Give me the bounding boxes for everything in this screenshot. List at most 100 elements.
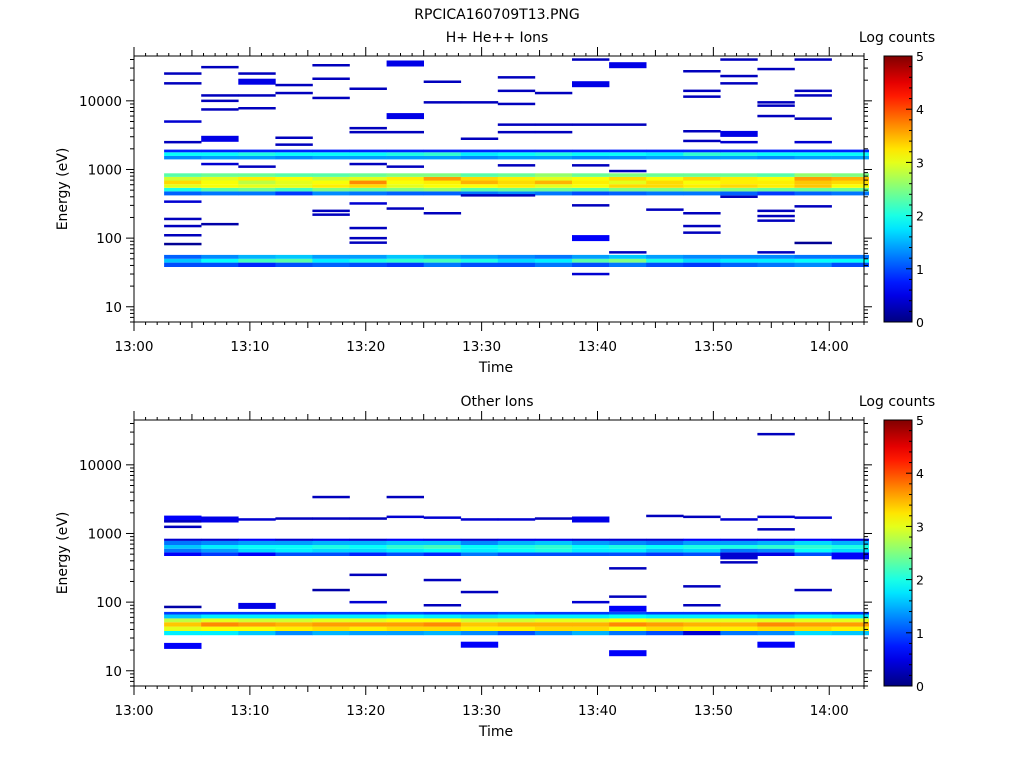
- heatmap-cell: [831, 176, 869, 181]
- heatmap-cell: [534, 152, 573, 156]
- heatmap-cell: [534, 552, 573, 556]
- heatmap-cell: [238, 631, 276, 636]
- sparse-cell: [683, 515, 721, 519]
- sparse-cell: [757, 641, 795, 648]
- heatmap-cell: [460, 254, 499, 259]
- colorbar-tick-label: 4: [916, 102, 924, 117]
- heatmap-cell: [831, 622, 869, 627]
- colorbar-tick-label: 3: [916, 519, 924, 534]
- heatmap-cell: [757, 173, 795, 177]
- heatmap-cell: [423, 187, 462, 192]
- sparse-cell: [720, 74, 758, 78]
- heatmap-cell: [238, 258, 276, 263]
- y-axis-label: Energy (eV): [55, 512, 71, 595]
- heatmap-cell: [831, 173, 869, 177]
- heatmap-cell: [164, 184, 202, 188]
- heatmap-cell: [312, 155, 350, 160]
- heatmap-cell: [164, 540, 202, 545]
- heatmap-cell: [201, 254, 239, 259]
- sparse-cell: [386, 130, 424, 134]
- heatmap-cell: [386, 622, 424, 627]
- heatmap-cell: [757, 540, 795, 545]
- heatmap-cell: [238, 262, 276, 267]
- heatmap-cell: [349, 631, 387, 636]
- heatmap-cell: [460, 262, 499, 267]
- heatmap-cell: [831, 556, 869, 560]
- sparse-cell: [460, 137, 499, 140]
- heatmap-cell: [609, 191, 647, 196]
- sparse-cell: [349, 126, 387, 130]
- heatmap-cell: [794, 622, 832, 627]
- heatmap-cell: [757, 184, 795, 188]
- heatmap-cell: [534, 176, 573, 181]
- heatmap-cell: [238, 622, 276, 627]
- sparse-cell: [757, 104, 795, 107]
- sparse-cell: [757, 101, 795, 104]
- sparse-cell: [609, 567, 647, 570]
- heatmap-cell: [646, 155, 684, 160]
- heatmap-cell: [831, 611, 869, 615]
- x-tick-label: 13:20: [346, 339, 385, 355]
- heatmap-cell: [720, 538, 758, 541]
- heatmap-cell: [497, 631, 536, 636]
- heatmap-cell: [164, 155, 202, 160]
- heatmap-cell: [312, 545, 350, 549]
- heatmap-cell: [238, 180, 276, 185]
- sparse-cell: [794, 117, 832, 120]
- sparse-cell: [201, 516, 239, 523]
- sparse-cell: [720, 130, 758, 137]
- heatmap-cell: [386, 187, 424, 192]
- sparse-cell: [497, 130, 536, 134]
- heatmap-cell: [683, 187, 721, 192]
- sparse-cell: [164, 82, 202, 85]
- heatmap-cell: [201, 258, 239, 263]
- heatmap-cell: [238, 545, 276, 549]
- x-tick-label: 13:50: [694, 703, 733, 719]
- heatmap-cells: [164, 432, 869, 657]
- heatmap-cell: [460, 191, 499, 196]
- x-tick-label: 14:00: [810, 703, 849, 719]
- sparse-cell: [423, 604, 462, 607]
- heatmap-cell: [534, 545, 573, 549]
- heatmap-cell: [794, 149, 832, 153]
- heatmap-cell: [349, 258, 387, 263]
- sparse-cell: [275, 83, 313, 87]
- sparse-cell: [386, 207, 424, 210]
- heatmap-cell: [720, 556, 758, 560]
- sparse-cell: [312, 96, 350, 100]
- heatmap-cell: [497, 180, 536, 185]
- x-axis: 13:00 13:10 13:20 13:30 13:40 13:50 14:00: [115, 47, 865, 355]
- heatmap-cell: [275, 611, 313, 615]
- heatmap-cell: [720, 254, 758, 259]
- sparse-cell: [164, 642, 202, 649]
- heatmap-cell: [646, 184, 684, 188]
- heatmap-cell: [497, 611, 536, 615]
- heatmap-cell: [794, 538, 832, 541]
- sparse-cell: [460, 101, 499, 104]
- heatmap-cell: [683, 552, 721, 556]
- sparse-cell: [794, 89, 832, 93]
- colorbar-tick-label: 2: [916, 209, 924, 224]
- heatmap-cell: [534, 618, 573, 623]
- heatmap-cell: [386, 180, 424, 185]
- heatmap-cell: [238, 173, 276, 177]
- x-axis-label: Time: [478, 724, 513, 740]
- heatmap-cell: [460, 538, 499, 541]
- heatmap-cell: [238, 540, 276, 545]
- heatmap-cell: [646, 176, 684, 181]
- heatmap-cell: [831, 180, 869, 185]
- sparse-cell: [497, 123, 536, 126]
- y-tick-label: 10000: [79, 458, 122, 474]
- heatmap-cell: [460, 545, 499, 549]
- sparse-cell: [423, 578, 462, 582]
- heatmap-cell: [831, 262, 869, 267]
- heatmap-cell: [534, 254, 573, 259]
- heatmap-cell: [201, 184, 239, 188]
- y-tick-label: 1000: [88, 526, 122, 542]
- sparse-cell: [164, 520, 202, 523]
- heatmap-cell: [201, 552, 239, 556]
- heatmap-cell: [497, 176, 536, 181]
- heatmap-cell: [831, 540, 869, 545]
- sparse-cell: [386, 113, 424, 120]
